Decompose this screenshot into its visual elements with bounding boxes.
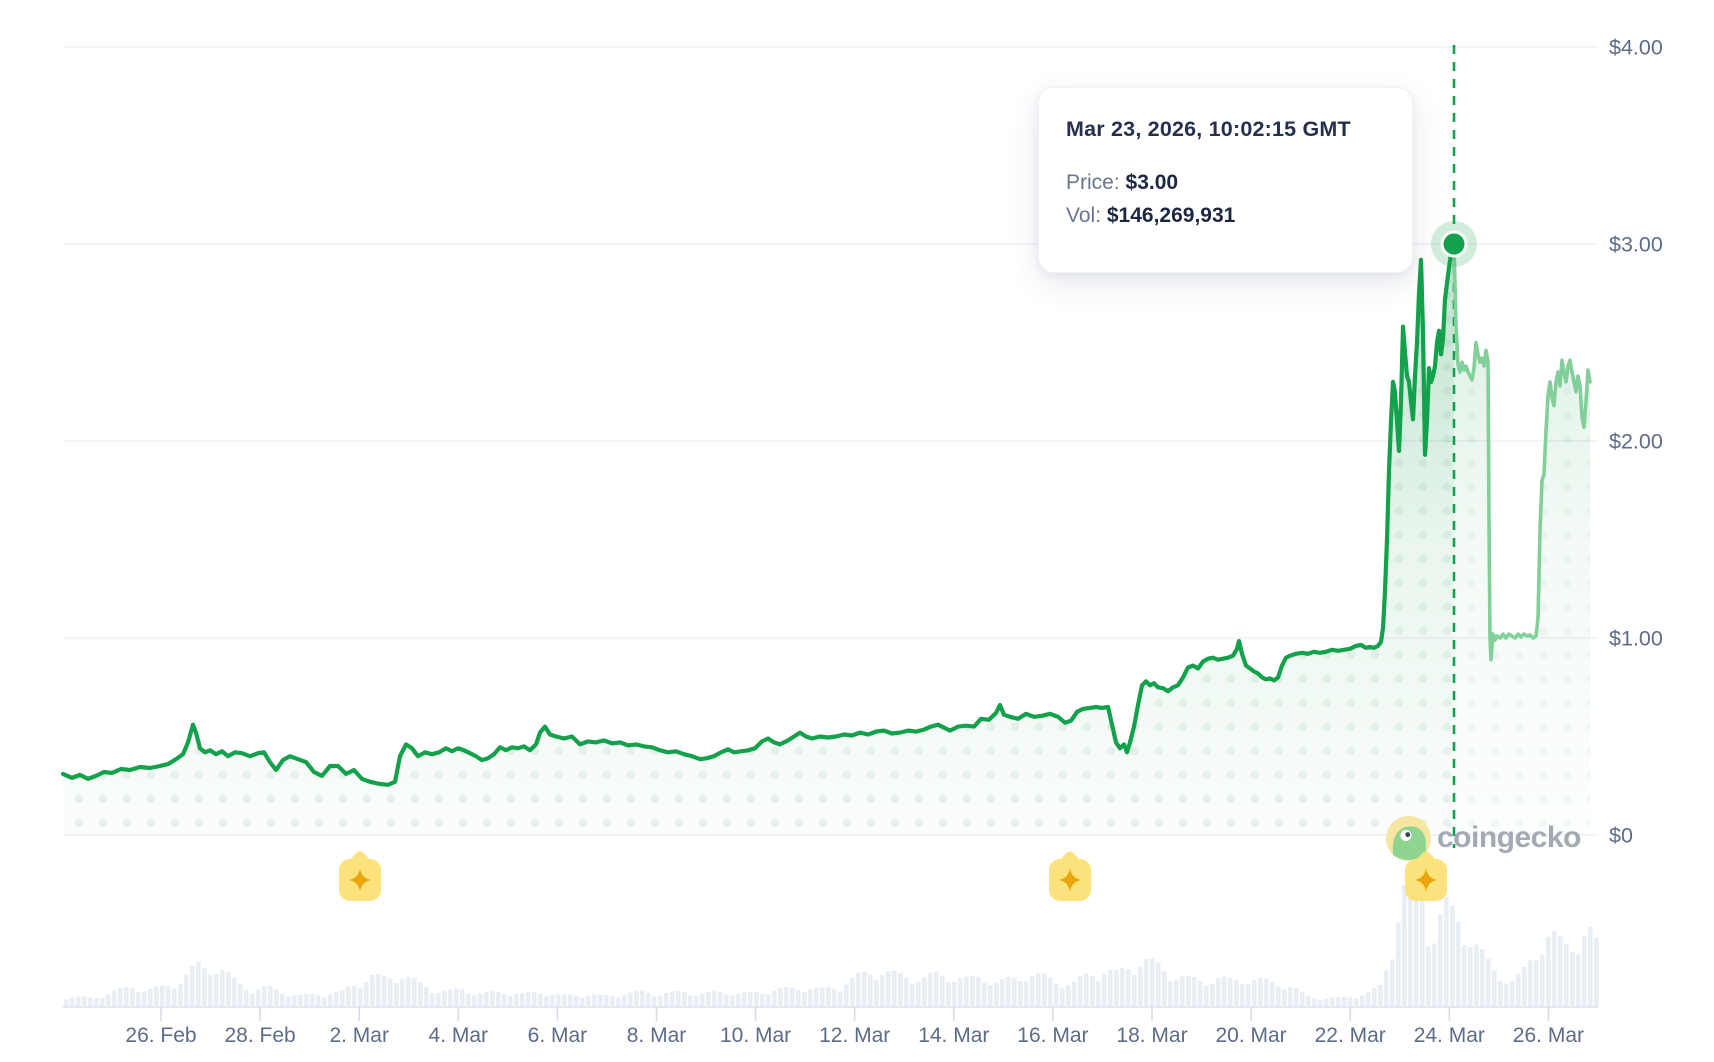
x-tick-label: 2. Mar [329,1024,389,1047]
price-area-fill [63,244,1590,835]
tooltip-price-row: Price: $3.00 [1066,171,1386,195]
x-tick-label: 26. Mar [1513,1024,1584,1047]
event-star-badge[interactable] [1049,859,1091,901]
coingecko-logo-icon [1386,815,1431,861]
sparkle-star-icon [1058,868,1082,892]
event-star-badge[interactable] [339,859,381,901]
x-tick-label: 10. Mar [720,1024,791,1047]
x-tick-label: 26. Feb [125,1024,196,1047]
x-tick-label: 28. Feb [224,1024,295,1047]
sparkle-star-icon [348,868,372,892]
axes [63,1006,1598,1021]
y-tick-label: $0 [1609,824,1633,848]
tooltip-volume-label: Vol: [1066,204,1102,227]
y-tick-label: $1.00 [1609,627,1663,651]
x-tick-label: 14. Mar [918,1024,989,1047]
x-tick-label: 24. Mar [1414,1024,1485,1047]
x-tick-label: 16. Mar [1017,1024,1088,1047]
y-tick-label: $4.00 [1609,36,1663,60]
chart-tooltip: Mar 23, 2026, 10:02:15 GMT Price: $3.00 … [1038,87,1413,273]
watermark-text: coingecko [1437,821,1581,854]
tooltip-volume-value: $146,269,931 [1106,204,1236,227]
tooltip-price-value: $3.00 [1125,171,1179,194]
x-tick-label: 22. Mar [1315,1024,1386,1047]
price-lines [60,241,1592,787]
selected-point-marker [1431,221,1477,267]
volume-bars[interactable] [64,873,1599,1007]
tooltip-price-label: Price: [1066,171,1120,194]
sparkle-star-icon [1414,868,1438,892]
x-tick-label: 4. Mar [429,1024,489,1047]
y-tick-label: $2.00 [1609,430,1663,454]
x-tick-label: 6. Mar [528,1024,588,1047]
y-tick-label: $3.00 [1609,233,1663,257]
tooltip-timestamp: Mar 23, 2026, 10:02:15 GMT [1066,117,1351,141]
x-tick-label: 12. Mar [819,1024,890,1047]
y-axis-labels: $4.00 $3.00 $2.00 $1.00 $0 [1609,36,1663,848]
coingecko-watermark: coingecko [1386,815,1581,861]
x-tick-label: 18. Mar [1116,1024,1187,1047]
tooltip-volume-row: Vol: $146,269,931 [1066,204,1386,228]
event-star-badge[interactable] [1405,859,1447,901]
x-tick-label: 20. Mar [1215,1024,1286,1047]
x-axis-labels: 26. Feb 28. Feb 2. Mar 4. Mar 6. Mar 8. Mar 10… [125,1024,1584,1047]
x-tick-label: 8. Mar [627,1024,687,1047]
